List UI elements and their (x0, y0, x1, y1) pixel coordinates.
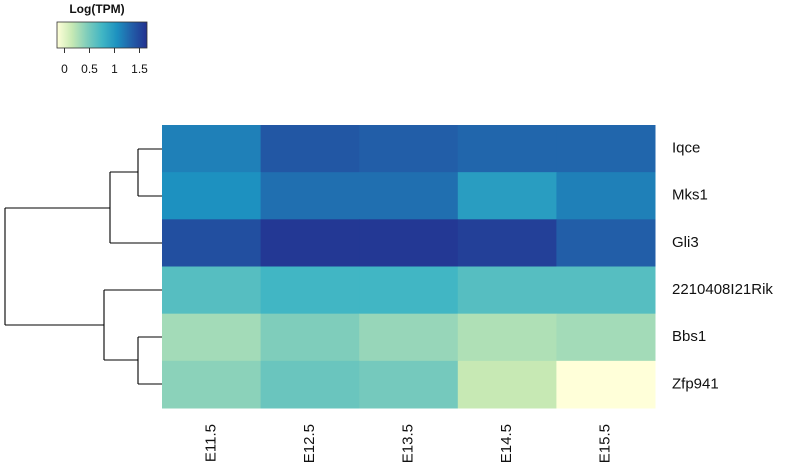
cell (359, 313, 459, 362)
row-label: Iqce (672, 140, 700, 157)
colorbar (56, 21, 148, 49)
column-label: E15.5 (597, 424, 614, 463)
cell (556, 172, 656, 220)
column-label: E13.5 (399, 424, 416, 463)
colorbar-title: Log(TPM) (69, 2, 124, 16)
cell (162, 313, 262, 362)
cell (457, 219, 557, 267)
cell (556, 125, 656, 173)
colorbar-tick-label: 1.5 (131, 62, 148, 76)
column-label: E14.5 (498, 424, 515, 463)
cell (260, 172, 360, 220)
cell (359, 172, 459, 220)
column-label: E11.5 (202, 424, 219, 462)
cell (260, 266, 360, 315)
row-label: Bbs1 (672, 328, 706, 345)
cell (457, 172, 557, 220)
cell (359, 219, 459, 267)
colorbar-tick-label: 0.5 (81, 62, 98, 76)
cell (162, 266, 262, 315)
row-label: Mks1 (672, 187, 708, 204)
dendrogram (4, 148, 162, 385)
row-label: Gli3 (672, 234, 699, 251)
row-label: Zfp941 (672, 375, 719, 392)
cell (162, 172, 262, 220)
cell (556, 266, 656, 315)
cell (260, 360, 360, 409)
cell (359, 360, 459, 409)
cell (556, 219, 656, 267)
cell (359, 125, 459, 173)
cell (457, 313, 557, 362)
cell (162, 219, 262, 267)
column-label: E12.5 (301, 424, 318, 463)
cell (260, 125, 360, 173)
cell (260, 313, 360, 362)
cell (457, 360, 557, 409)
cell (556, 360, 656, 409)
row-label: 2210408I21Rik (672, 281, 773, 298)
colorbar-tick-label: 0 (61, 62, 68, 76)
cell (260, 219, 360, 267)
cell (359, 266, 459, 315)
cell (162, 360, 262, 409)
cell (556, 313, 656, 362)
cell (162, 125, 262, 173)
cell (457, 125, 557, 173)
colorbar-tick-label: 1 (111, 62, 118, 76)
cell (457, 266, 557, 315)
